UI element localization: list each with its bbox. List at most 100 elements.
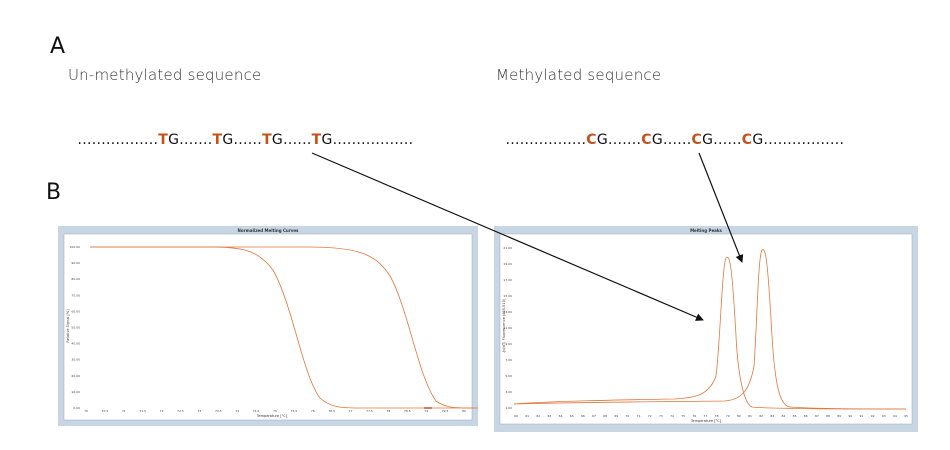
x-tick-label: 82 — [759, 414, 763, 418]
x-tick-label: 67 — [592, 414, 596, 418]
x-tick-label: 76.5 — [328, 409, 335, 413]
x-tick-label: 81 — [748, 414, 752, 418]
melting-peaks-xlabel: Temperature [°C] — [690, 419, 722, 423]
x-tick-label: 90 — [848, 414, 852, 418]
x-tick-label: 73 — [659, 414, 663, 418]
melting-curves-chart: Normalized Melting Curves Temperature [°… — [63, 228, 478, 421]
seq-dots: ................. — [77, 132, 159, 148]
y-tick-label: 10.00 — [71, 390, 80, 394]
y-tick-label: 30.00 — [71, 358, 80, 362]
melting-peaks-chart: Melting Peaks Temperature [°C] -(d/dT) F… — [499, 228, 913, 425]
seq-dots: G....... — [168, 132, 213, 148]
y-tick-label: 5.00 — [505, 374, 512, 378]
x-tick-label: 87 — [815, 414, 819, 418]
y-tick-label: 7.00 — [505, 358, 512, 362]
y-tick-label: 50.00 — [71, 326, 80, 330]
y-tick-label: 17.00 — [503, 278, 512, 282]
y-tick-label: 80.00 — [71, 277, 80, 281]
seq-dots: G...... — [702, 132, 742, 148]
x-tick-label: 89 — [837, 414, 841, 418]
seq-base-t: T — [212, 132, 223, 148]
x-tick-label: 73 — [197, 409, 201, 413]
seq-base-c: C — [741, 132, 753, 148]
methylated-title: Methylated sequence — [496, 66, 662, 84]
unmethylated-arrow — [311, 152, 704, 321]
methylated-melting-peak — [513, 249, 907, 410]
x-tick-label: 79 — [726, 414, 730, 418]
seq-base-c: C — [586, 132, 597, 148]
seq-base-c: C — [641, 132, 652, 148]
seq-dots: G...... — [271, 132, 312, 148]
y-tick-label: 60.00 — [71, 309, 80, 313]
seq-dots: G................. — [321, 132, 414, 148]
x-tick-label: 71 — [122, 409, 126, 413]
x-tick-label: 70.5 — [102, 409, 109, 413]
x-tick-label: 77.5 — [366, 409, 373, 413]
x-tick-label: 76 — [311, 409, 315, 413]
x-tick-label: 74 — [235, 409, 239, 413]
x-tick-label: 62 — [536, 414, 540, 418]
y-tick-label: 90.00 — [71, 261, 80, 265]
x-tick-label: 79 — [424, 409, 428, 413]
seq-dots: ................. — [505, 132, 587, 148]
unmethylated-title: Un-methylated sequence — [68, 66, 262, 84]
seq-dots: G...... — [651, 132, 692, 148]
x-tick-label: 74 — [670, 414, 674, 418]
x-tick-label: 78 — [715, 414, 719, 418]
seq-base-c: C — [691, 132, 703, 148]
unmethylated-sequence: .................TG.......TG......TG....… — [68, 116, 414, 148]
x-tick-label: 93 — [882, 414, 886, 418]
unmethylated-melting-curve — [90, 246, 478, 409]
x-tick-label: 94 — [893, 414, 897, 418]
x-tick-label: 83 — [770, 414, 774, 418]
x-tick-label: 84 — [782, 414, 786, 418]
x-tick-label: 78.5 — [404, 409, 411, 413]
unmethylated-melting-peak — [513, 256, 907, 410]
y-tick-label: 0.00 — [73, 406, 80, 410]
melting-peaks-ylabel: -(d/dT) Fluorescence (465-510) — [502, 298, 506, 353]
melting-peaks-plot-area — [499, 233, 913, 425]
x-tick-label: 72 — [648, 414, 652, 418]
seq-dots: G...... — [222, 132, 263, 148]
x-tick-label: 75.5 — [291, 409, 298, 413]
y-tick-label: 70.00 — [71, 293, 80, 297]
x-tick-label: 61 — [525, 414, 529, 418]
melting-curves-plot-area — [63, 233, 473, 421]
x-tick-label: 72 — [160, 409, 164, 413]
x-tick-label: 65 — [570, 414, 574, 418]
panel-b-label: B — [46, 180, 62, 205]
melting-curves-title: Normalized Melting Curves — [238, 228, 300, 233]
y-tick-label: 3.00 — [505, 390, 512, 394]
y-tick-label: 11.00 — [503, 326, 512, 330]
x-tick-label: 77 — [349, 409, 353, 413]
melting-curves-xlabel: Temperature [°C] — [256, 414, 288, 418]
melting-peaks-title: Melting Peaks — [690, 228, 722, 233]
y-tick-label: 13.00 — [503, 310, 512, 314]
x-tick-label: 91 — [860, 414, 864, 418]
melting-peaks-xticks: 60 61 62 63 64 65 66 67 68 69 70 71 72 73 74 75 76 77 78 79… — [514, 414, 908, 418]
x-tick-label: 76 — [692, 414, 696, 418]
x-tick-label: 75 — [273, 409, 277, 413]
panel-a-label: A — [50, 34, 66, 59]
x-tick-label: 72.5 — [177, 409, 184, 413]
seq-dots: G................. — [752, 132, 845, 148]
x-tick-label: 78 — [386, 409, 390, 413]
x-tick-label: 69 — [614, 414, 618, 418]
x-tick-label: 60 — [514, 414, 518, 418]
x-tick-label: 73.5 — [215, 409, 222, 413]
x-tick-label: 63 — [548, 414, 552, 418]
x-tick-label: 92 — [871, 414, 875, 418]
x-tick-label: 80 — [462, 409, 466, 413]
melting-peaks-yticks: 21.00 19.00 17.00 15.00 13.00 11.00 9.00 7.00 5.… — [503, 246, 512, 410]
y-tick-label: 9.00 — [505, 342, 512, 346]
x-tick-label: 64 — [559, 414, 563, 418]
y-tick-label: 15.00 — [503, 294, 512, 298]
seq-base-t: T — [158, 132, 169, 148]
y-tick-label: 19.00 — [503, 262, 512, 266]
x-tick-label: 80 — [737, 414, 741, 418]
melting-curves-yticks: 100.00 90.00 80.00 70.00 60.00 50.00 40.00 30.0… — [70, 245, 81, 410]
x-tick-label: 68 — [603, 414, 607, 418]
seq-base-t: T — [311, 132, 322, 148]
x-tick-label: 66 — [581, 414, 585, 418]
